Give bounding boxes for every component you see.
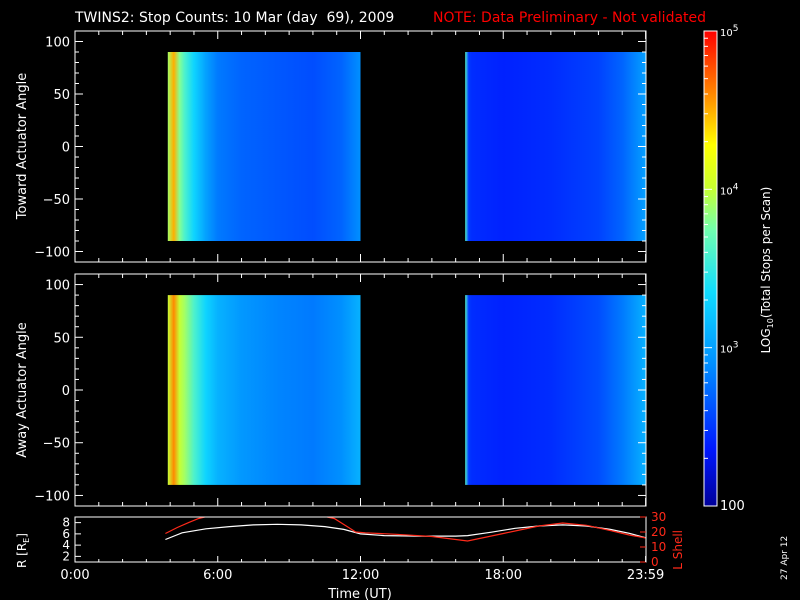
orbit-right-tick-label: 30 [651, 510, 666, 524]
toward-x-ticks [74, 31, 647, 262]
away-y-axis: 100 50 0 −50 −100 [34, 279, 646, 504]
toward-heatmap-data [167, 52, 646, 241]
away-y-axis-label: Away Actuator Angle [15, 322, 30, 457]
x-axis-label: Time (UT) [327, 587, 392, 600]
colorbar-tick-label: 105 [720, 24, 738, 39]
away-panel: 100 50 0 −50 −100 Away Actuator Angle [15, 273, 647, 507]
orbit-right-axis-label: L Shell [671, 530, 685, 570]
colorbar-tick-label: 100 [720, 499, 745, 514]
l-shell-line-2 [327, 516, 647, 542]
away-heatmap-data [167, 295, 646, 485]
x-tick-label: 18:00 [485, 568, 522, 583]
away-ytick-label: 50 [53, 331, 70, 346]
away-ytick-label: −50 [43, 437, 70, 452]
colorbar-ticks: 105 104 103 100 [704, 24, 745, 514]
toward-ytick-label: 100 [45, 36, 70, 51]
orbit-right-tick-label: 0 [651, 555, 659, 569]
toward-ytick-label: 0 [62, 141, 70, 156]
toward-y-axis-label: Toward Actuator Angle [15, 73, 30, 220]
colorbar-tick-label: 104 [720, 182, 739, 197]
orbit-left-tick-label: 4 [62, 538, 70, 552]
radius-line [165, 523, 647, 541]
orbit-lines [165, 516, 647, 542]
orbit-left-tick-label: 6 [62, 527, 70, 541]
toward-ytick-label: −50 [43, 193, 70, 208]
orbit-right-tick-label: 20 [651, 525, 666, 539]
colorbar: 105 104 103 100 LOG10(Total Stops per Scan) [703, 24, 775, 514]
toward-panel: 100 50 0 −50 −100 Toward Actuator Angle [15, 30, 647, 263]
toward-y-axis: 100 50 0 −50 −100 [34, 36, 646, 261]
orbit-left-tick-label: 8 [62, 516, 70, 530]
x-tick-label: 23:59 [627, 568, 664, 583]
x-tick-label: 6:00 [203, 568, 232, 583]
away-x-ticks [74, 274, 647, 506]
orbit-right-tick-label: 10 [651, 540, 666, 554]
orbit-left-axis-label: R [RE] [15, 533, 31, 568]
colorbar-label: LOG10(Total Stops per Scan) [759, 187, 775, 354]
toward-ytick-label: −100 [34, 246, 70, 261]
chart-title: TWINS2: Stop Counts: 10 Mar (day 69), 20… [74, 10, 394, 26]
colorbar-gradient [704, 31, 717, 506]
orbit-x-axis: 0:00 6:00 12:00 18:00 23:59 [60, 556, 664, 583]
toward-data-block-2 [465, 52, 646, 241]
l-shell-line-1 [165, 516, 205, 535]
away-ytick-label: 0 [62, 384, 70, 399]
preliminary-note: NOTE: Data Preliminary - Not validated [433, 10, 706, 26]
toward-data-block-1 [167, 52, 361, 241]
away-data-block-2 [465, 295, 646, 485]
toward-ytick-label: 50 [53, 88, 70, 103]
colorbar-tick-label: 103 [720, 341, 738, 356]
date-stamp: 27 Apr 12 [780, 536, 790, 580]
away-data-block-1 [167, 295, 361, 485]
away-ytick-label: −100 [34, 489, 70, 504]
x-tick-label: 0:00 [60, 568, 89, 583]
away-ytick-label: 100 [45, 279, 70, 294]
orbit-left-tick-label: 2 [62, 549, 70, 563]
x-tick-label: 12:00 [342, 568, 379, 583]
